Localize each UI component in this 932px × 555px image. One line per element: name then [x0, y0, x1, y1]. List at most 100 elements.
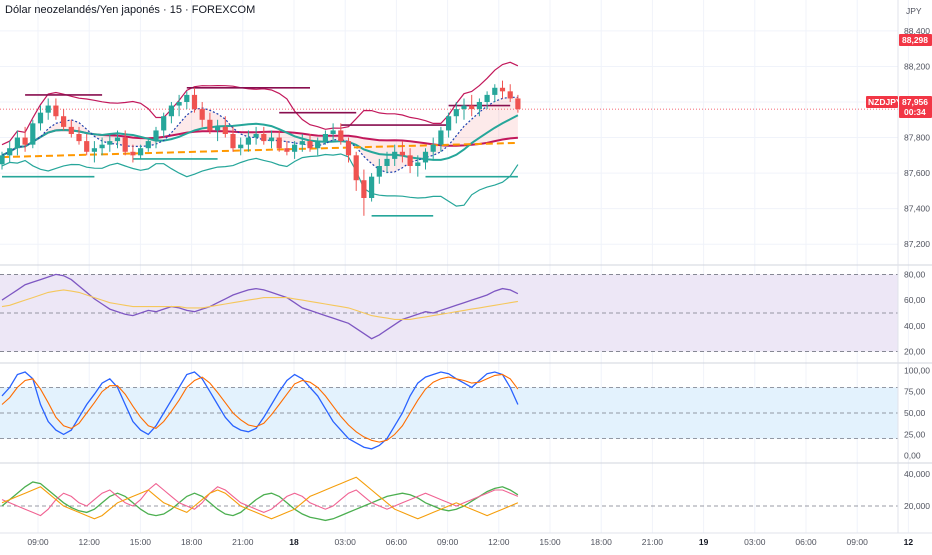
candle-body: [30, 123, 36, 145]
candle-body: [76, 134, 82, 142]
time-tick-label: 15:00: [539, 537, 561, 547]
candle-body: [499, 87, 506, 92]
candle-body: [91, 148, 97, 152]
candle-body: [361, 180, 367, 198]
candle-body: [492, 87, 498, 95]
candle-body: [176, 102, 182, 106]
candle-body: [145, 141, 151, 149]
stoch-pane[interactable]: [0, 371, 898, 450]
candle-body: [14, 137, 20, 149]
indicator-tick-label: 50,00: [904, 408, 926, 418]
last-price-text: 87,956: [902, 97, 928, 107]
candle-body: [453, 109, 459, 117]
time-tick-label: 06:00: [795, 537, 817, 547]
currency-label: JPY: [906, 6, 922, 16]
candle-body: [114, 137, 121, 142]
fast-ma-dashed-line: [1, 96, 518, 174]
indicator-tick-label: 0,00: [904, 451, 921, 461]
rsi-ticks: 80,00 60,00 40,00 20,00: [904, 269, 926, 356]
time-tick-label: 09:00: [27, 537, 49, 547]
candle-body: [191, 94, 198, 110]
candle-body: [446, 116, 452, 131]
basis-line: [1, 114, 519, 161]
time-tick-label: 03:00: [335, 537, 357, 547]
candle-body: [515, 98, 521, 110]
candle-body: [222, 126, 228, 134]
indicator-series-line: [1, 371, 519, 450]
candle-body: [299, 141, 305, 145]
stoch-ticks: 100,00 75,00 50,00 25,00 0,00: [904, 365, 930, 460]
candles: [0, 80, 521, 216]
time-tick-label: 21:00: [232, 537, 254, 547]
indicator-tick-label: 25,00: [904, 429, 926, 439]
indicator-tick-label: 80,00: [904, 269, 926, 279]
candle-body: [469, 105, 475, 110]
time-tick-label: 06:00: [386, 537, 408, 547]
candle-body: [415, 162, 421, 166]
time-tick-label: 19: [699, 537, 709, 547]
candle-body: [22, 137, 28, 145]
bollinger-upper-line: [1, 61, 519, 146]
candle-body: [330, 130, 336, 134]
price-tick-label: 87,400: [904, 204, 930, 214]
time-tick-label: 12:00: [79, 537, 101, 547]
candle-body: [207, 119, 213, 131]
indicator-series-line: [1, 482, 519, 517]
rsi-pane[interactable]: [0, 273, 898, 352]
time-tick-label: 12:00: [488, 537, 510, 547]
candle-body: [315, 141, 321, 149]
indicator-series-line: [1, 289, 518, 320]
candle-body: [268, 137, 275, 142]
indicator-tick-label: 20,00: [904, 347, 926, 357]
price-tick-label: 87,200: [904, 239, 930, 249]
candle-body: [84, 141, 90, 152]
price-tick-label: 88,200: [904, 61, 930, 71]
time-tick-label: 21:00: [642, 537, 664, 547]
countdown-text: 00:34: [904, 107, 926, 117]
candle-body: [376, 166, 382, 177]
pane-separators: [0, 264, 932, 464]
candle-body: [37, 112, 44, 124]
price-tick-label: 87,600: [904, 168, 930, 178]
candle-body: [392, 151, 398, 159]
candle-body: [253, 134, 259, 138]
candle-body: [338, 130, 344, 142]
time-tick-label: 18:00: [181, 537, 203, 547]
dmi-ticks: 40,000 20,000: [904, 469, 930, 511]
indicator-tick-label: 40,000: [904, 469, 930, 479]
candle-body: [422, 151, 429, 163]
candle-body: [122, 137, 128, 152]
candle-body: [384, 158, 390, 166]
price-pane[interactable]: [0, 61, 898, 217]
candle-body: [130, 151, 136, 156]
candle-body: [507, 91, 513, 99]
high-price-badge-text: 88,298: [902, 35, 928, 45]
time-ticks: 09:00 12:00 15:00 18:00 21:00 18 03:00 06:00 09:…: [27, 537, 913, 547]
time-axis[interactable]: 09:00 12:00 15:00 18:00 21:00 18 03:00 06:00 09:…: [0, 532, 932, 547]
candle-body: [0, 155, 5, 165]
indicator-tick-label: 40,00: [904, 321, 926, 331]
last-price-badge: NZDJPY 87,956 00:34: [866, 96, 932, 118]
candle-body: [53, 105, 59, 117]
indicator-series-line: [1, 373, 519, 443]
candle-body: [7, 148, 13, 156]
dmi-pane[interactable]: [0, 476, 898, 522]
candle-body: [430, 144, 436, 152]
candle-body: [45, 105, 51, 113]
symbol-label: NZDJPY: [868, 97, 902, 107]
candle-body: [245, 137, 251, 145]
candle-body: [99, 144, 105, 149]
candle-body: [199, 109, 205, 120]
indicator-tick-label: 100,00: [904, 365, 930, 375]
time-tick-label: 15:00: [130, 537, 152, 547]
bollinger-lower-line: [1, 153, 519, 207]
candle-body: [107, 141, 113, 145]
candle-body: [345, 141, 352, 156]
price-axis[interactable]: JPY 88,40088,20088,00087,80087,60087,400…: [866, 0, 932, 533]
candle-body: [138, 148, 144, 156]
candle-body: [353, 155, 359, 181]
candle-body: [484, 94, 490, 102]
high-price-badge: 88,298: [899, 34, 932, 46]
